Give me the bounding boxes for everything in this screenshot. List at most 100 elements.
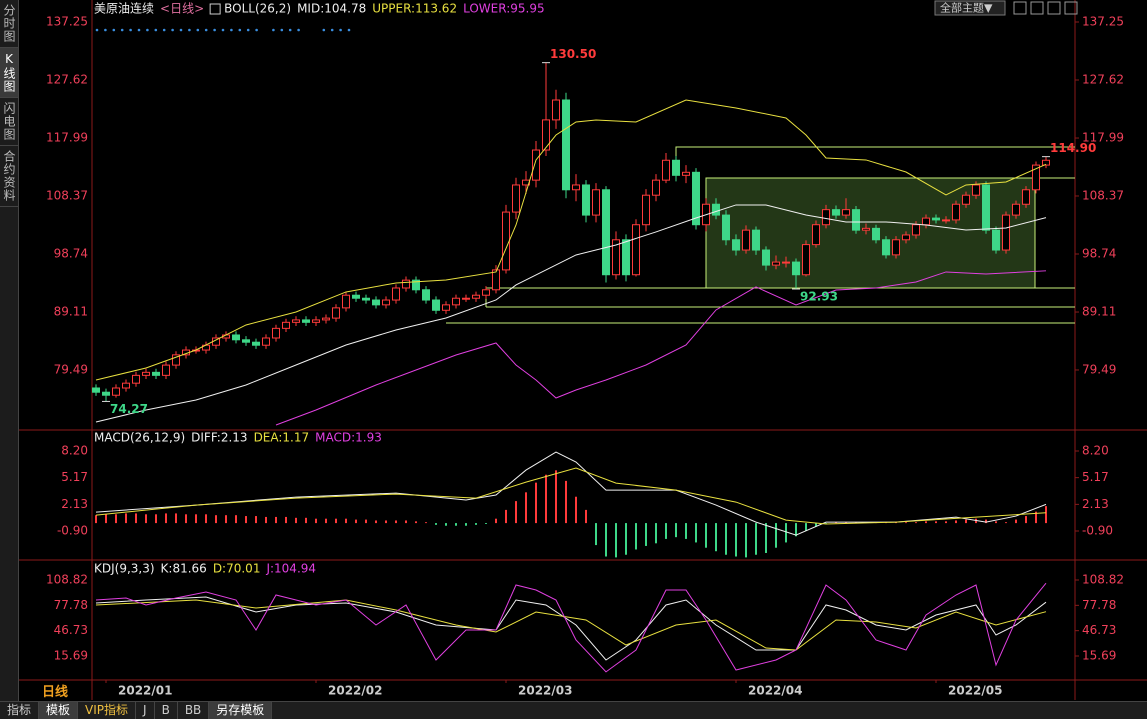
theme-button-text[interactable]: 全部主题▼ bbox=[940, 1, 993, 15]
signal-dot bbox=[347, 28, 351, 32]
y-tick-label: 137.25 bbox=[46, 14, 88, 28]
candle-body bbox=[712, 203, 720, 216]
bottom-tab[interactable]: B bbox=[155, 702, 178, 719]
macd-bar bbox=[625, 523, 627, 555]
candle-body bbox=[792, 261, 800, 276]
bottom-tab[interactable]: 指标 bbox=[0, 702, 40, 719]
candle-body bbox=[232, 334, 240, 341]
icon-button[interactable] bbox=[1047, 1, 1061, 15]
bottom-tab[interactable]: J bbox=[136, 702, 155, 719]
macd-bar bbox=[405, 520, 407, 524]
bottom-tab[interactable]: VIP指标 bbox=[78, 702, 137, 719]
candle-body bbox=[252, 341, 260, 346]
signal-dot bbox=[162, 28, 166, 32]
period-label[interactable]: 日线 bbox=[41, 685, 68, 700]
signal-dot bbox=[230, 28, 233, 32]
boll-line bbox=[95, 204, 1047, 423]
macd-bar bbox=[205, 514, 207, 524]
bottom-tab[interactable]: 另存模板 bbox=[209, 702, 273, 719]
macd-bar bbox=[645, 523, 647, 546]
frame bbox=[18, 0, 1147, 700]
candle-body bbox=[272, 327, 280, 339]
side-tab[interactable]: 闪电图 bbox=[0, 98, 18, 146]
candle-body bbox=[612, 239, 620, 276]
y-tick-label: 127.62 bbox=[46, 73, 88, 87]
macd-bar bbox=[1005, 522, 1007, 524]
candle-body bbox=[872, 227, 880, 241]
macd-bar bbox=[285, 516, 287, 524]
signal-dot bbox=[221, 28, 225, 32]
candle-body bbox=[782, 261, 790, 264]
side-tab[interactable]: 合约资料 bbox=[0, 146, 18, 207]
candle-body bbox=[992, 229, 1000, 251]
macd-bar bbox=[375, 520, 377, 524]
macd-bar bbox=[705, 523, 707, 548]
macd-bar bbox=[185, 514, 187, 524]
macd-bar bbox=[335, 518, 337, 524]
candle-body bbox=[832, 209, 840, 216]
signal-dot bbox=[322, 28, 326, 32]
candle-body bbox=[502, 211, 510, 271]
macd-line bbox=[95, 451, 1047, 536]
side-tab[interactable]: K线图 bbox=[0, 48, 18, 98]
macd-bar bbox=[985, 519, 987, 524]
candle-body bbox=[842, 209, 850, 216]
candle-body bbox=[362, 297, 370, 301]
signal-dot bbox=[154, 28, 158, 32]
period-label: <日线> bbox=[160, 2, 204, 16]
signal-dot bbox=[104, 28, 107, 32]
macd-bar bbox=[305, 517, 307, 524]
signal-dot bbox=[339, 28, 342, 32]
bottom-tab[interactable]: BB bbox=[178, 702, 210, 719]
macd-bar bbox=[465, 523, 467, 526]
macd-bar bbox=[475, 523, 477, 525]
icon-button[interactable] bbox=[1013, 1, 1027, 15]
macd-bar bbox=[805, 523, 807, 532]
y-tick-label: 108.82 bbox=[1082, 573, 1124, 587]
extreme-label: 130.50 bbox=[550, 47, 596, 61]
side-tab[interactable]: 分时图 bbox=[0, 0, 18, 48]
candle-body bbox=[332, 307, 340, 319]
candle-body bbox=[652, 179, 660, 196]
macd-bar bbox=[995, 521, 997, 524]
candle-body bbox=[572, 184, 580, 191]
candle-body bbox=[552, 99, 560, 121]
y-tick-label: 98.74 bbox=[54, 247, 88, 261]
extreme-label: 74.27 bbox=[110, 402, 148, 416]
macd-bar bbox=[165, 513, 167, 524]
macd-bar bbox=[325, 518, 327, 524]
y-tick-label: 15.69 bbox=[1082, 649, 1116, 663]
macd-bar bbox=[915, 522, 917, 524]
candle-body bbox=[732, 239, 740, 251]
candle-body bbox=[562, 99, 570, 191]
macd-bar bbox=[675, 523, 677, 538]
candle-body bbox=[452, 297, 460, 306]
macd-bar bbox=[315, 518, 317, 524]
signal-dot bbox=[146, 28, 149, 32]
y-tick-label: 8.20 bbox=[1082, 443, 1109, 457]
panel-title: KDJ(9,3,3) bbox=[94, 562, 155, 576]
drawn-levels bbox=[446, 146, 1075, 324]
candle-body bbox=[512, 184, 520, 213]
candle-body bbox=[742, 229, 750, 251]
bottom-tab[interactable]: 模板 bbox=[39, 702, 79, 719]
macd-bar bbox=[425, 522, 427, 524]
macd-bar bbox=[355, 519, 357, 524]
macd-bar bbox=[825, 523, 827, 524]
candle-body bbox=[262, 337, 270, 346]
candle-body bbox=[692, 171, 700, 226]
macd-bar bbox=[155, 514, 157, 524]
candle-body bbox=[1032, 164, 1040, 191]
icon-button[interactable] bbox=[1064, 1, 1078, 15]
y-tick-label: -0.90 bbox=[57, 524, 88, 538]
y-tick-label: 108.37 bbox=[1082, 188, 1124, 202]
icon-button[interactable] bbox=[1030, 1, 1044, 15]
macd-bar bbox=[555, 470, 557, 524]
candle-body bbox=[542, 119, 550, 151]
macd-bar bbox=[245, 516, 247, 524]
legend-entry: D:70.01 bbox=[213, 562, 261, 576]
macd-bar bbox=[1015, 519, 1017, 524]
theme-button[interactable] bbox=[934, 0, 1006, 16]
macd-bar bbox=[235, 515, 237, 524]
macd-bar bbox=[895, 522, 897, 524]
